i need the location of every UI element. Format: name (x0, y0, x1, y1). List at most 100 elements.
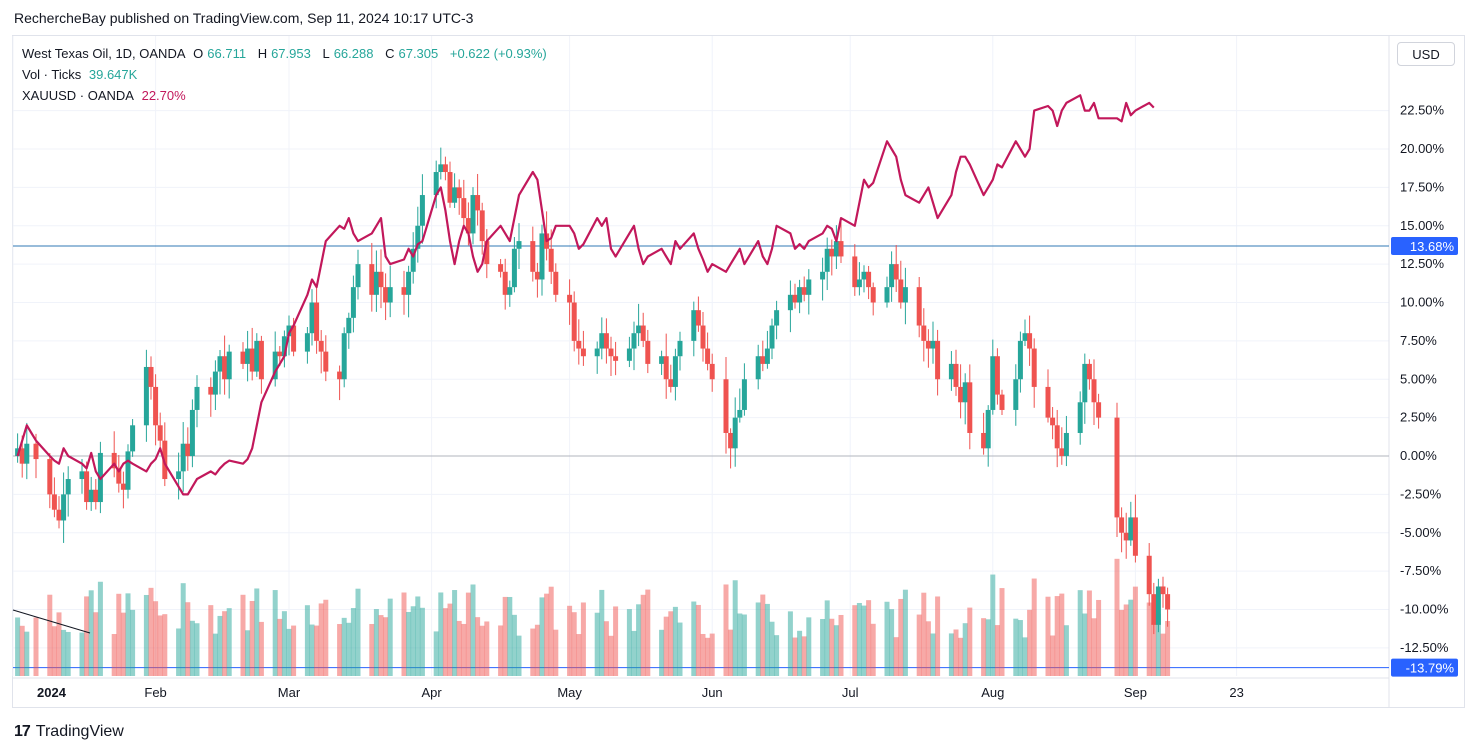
x-tick-label: 2024 (37, 685, 67, 700)
volume-bar (539, 597, 545, 676)
volume-bar (24, 631, 30, 676)
volume-bar (465, 592, 471, 676)
volume-bar (833, 625, 839, 676)
volume-bar (286, 628, 292, 676)
candle-body (1017, 340, 1023, 380)
volume-bar (838, 614, 844, 676)
volume-bar (502, 596, 508, 676)
volume-bar (948, 633, 954, 676)
candle-body (553, 271, 559, 295)
volume-bar (249, 600, 255, 676)
volume-bar (245, 630, 251, 676)
candle-body (120, 483, 126, 490)
volume-bar (254, 588, 260, 676)
x-tick-label: Jul (842, 685, 859, 700)
candle-body (728, 432, 734, 449)
candle-body (820, 271, 826, 280)
candle-body (84, 471, 90, 503)
candle-body (930, 340, 936, 349)
candle-body (387, 287, 393, 303)
candle-body (286, 325, 292, 337)
candle-body (1045, 386, 1051, 418)
volume-bar (985, 619, 991, 676)
y-tick-label: 17.50% (1400, 179, 1445, 194)
candle-body (148, 366, 154, 387)
volume-bar (898, 598, 904, 676)
volume-bar (383, 617, 389, 676)
volume-bar (47, 594, 53, 676)
candle-body (438, 164, 444, 173)
volume-bar (79, 632, 85, 676)
candle-body (787, 294, 793, 311)
candle-body (723, 379, 729, 433)
volume-bar (728, 629, 734, 676)
volume-legend[interactable]: Vol · Ticks 39.647K (22, 66, 141, 83)
candle-body (709, 363, 715, 380)
volume-bar (217, 615, 223, 676)
compare-label: XAUUSD · OANDA (22, 88, 134, 103)
candle-body (511, 248, 517, 288)
candle-body (291, 325, 297, 352)
currency-button[interactable]: USD (1397, 42, 1455, 66)
volume-bar (130, 609, 136, 676)
candle-body (567, 294, 573, 303)
volume-bar (185, 602, 191, 676)
candle-body (79, 471, 85, 480)
candle-body (640, 325, 646, 341)
brand-name: TradingView (35, 723, 124, 740)
volume-bar (33, 617, 39, 676)
candle-body (659, 356, 665, 364)
candle-body (1059, 448, 1065, 456)
volume-bar (594, 612, 600, 676)
volume-bar (659, 629, 665, 676)
candle-body (1114, 417, 1120, 518)
candle-body (902, 287, 908, 303)
volume-bar (1114, 558, 1120, 676)
volume-bar (456, 620, 462, 676)
candle-body (281, 336, 287, 357)
candle-body (383, 287, 389, 303)
volume-bar (1082, 613, 1088, 676)
candle-body (116, 468, 122, 484)
volume-bar (774, 635, 780, 676)
volume-bar (626, 609, 632, 676)
candle-body (61, 494, 67, 521)
symbol-legend[interactable]: West Texas Oil, 1D, OANDA O 66.711 H 67.95… (22, 45, 551, 62)
volume-bar (797, 630, 803, 676)
candle-body (162, 440, 168, 480)
ohlc-low: L 66.288 (322, 46, 374, 61)
candle-body (792, 294, 798, 303)
candle-body (774, 310, 780, 326)
volume-bar (631, 630, 637, 676)
candle-body (346, 317, 352, 334)
candle-body (576, 340, 582, 349)
volume-bar (636, 604, 642, 676)
volume-bar (1132, 586, 1138, 676)
volume-bar (1165, 621, 1171, 676)
candle-body (1082, 363, 1088, 403)
tradingview-brand[interactable]: 17 TradingView (14, 723, 124, 741)
symbol-name[interactable]: West Texas Oil, 1D, OANDA (22, 46, 186, 61)
volume-label: Vol · Ticks (22, 67, 82, 82)
candle-body (962, 382, 968, 403)
compare-legend[interactable]: XAUUSD · OANDA 22.70% (22, 87, 190, 104)
volume-bar (1160, 633, 1166, 676)
volume-bar (56, 612, 62, 676)
volume-bar (125, 593, 131, 676)
candle-body (337, 371, 343, 380)
volume-bar (1119, 609, 1125, 676)
candle-body (663, 356, 669, 380)
volume-bar (1027, 609, 1033, 676)
volume-bar (157, 615, 163, 676)
candle-body (240, 351, 246, 364)
candle-body (695, 310, 701, 326)
volume-bar (355, 588, 361, 676)
candle-body (323, 351, 329, 372)
volume-bar (1077, 590, 1083, 676)
candle-body (764, 348, 770, 364)
volume-bar (723, 584, 729, 676)
volume-bar (548, 586, 554, 676)
candle-body (433, 172, 439, 196)
volume-bar (994, 625, 1000, 676)
